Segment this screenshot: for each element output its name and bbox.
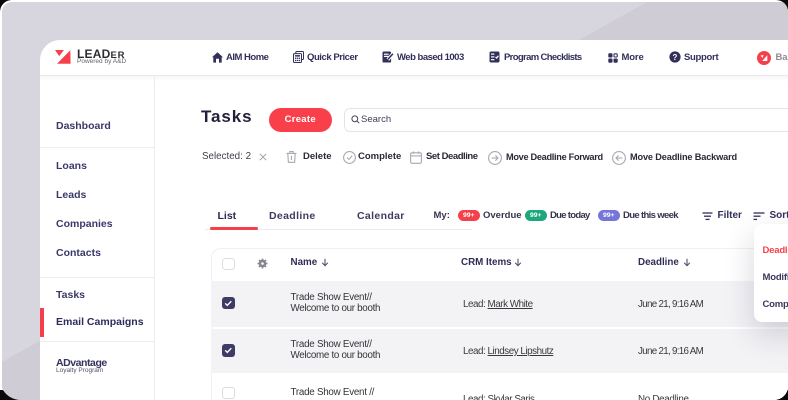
svg-text:?: ? — [672, 53, 677, 62]
